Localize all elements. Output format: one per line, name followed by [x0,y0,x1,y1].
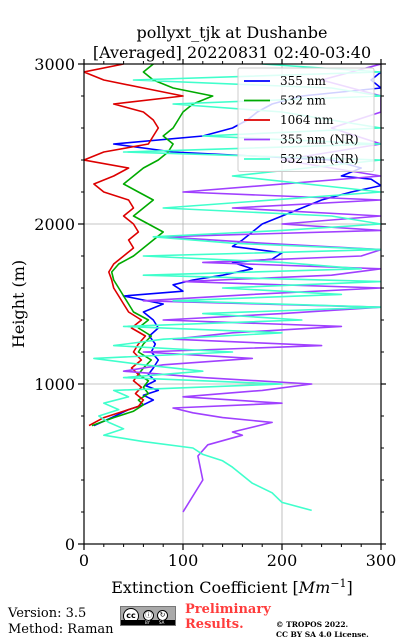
badge-sa-text: SA [159,620,165,625]
y-tick-label: 0 [65,535,75,554]
y-axis-label: Height (m) [9,260,28,348]
chart-subtitle: [Averaged] 20220831 02:40-03:40 [93,43,371,62]
method-text: Method: Raman [8,622,114,637]
copyright-notice: © TROPOS 2022. CC BY SA 4.0 License. [276,620,369,639]
copyright-line2: CC BY SA 4.0 License. [276,629,369,639]
chart-title: pollyxt_tjk at Dushanbe [136,23,327,42]
plot-frame [83,63,382,545]
preliminary-line2: Results. [185,617,244,632]
legend-label: 1064 nm [280,113,334,127]
series-line [84,64,184,427]
legend-box [237,67,375,172]
legend-label: 355 nm (NR) [280,133,359,147]
series-line [91,64,214,427]
legend-label: 532 nm [280,94,326,108]
y-tick-label: 2000 [34,215,75,234]
x-axis-label: Extinction Coefficient [Mm−1] [111,577,353,597]
badge-bar [121,620,175,625]
copyright-line1: © TROPOS 2022. [276,620,349,629]
preliminary-line1: Preliminary [185,602,271,617]
series-line [93,64,381,512]
series-lines [84,64,381,513]
version-text: Version: 3.5 [8,606,87,621]
y-tick-label: 3000 [34,55,75,74]
badge-by-text: BY [145,620,150,625]
x-tick-label: 0 [79,551,89,570]
y-tick-label: 1000 [34,375,75,394]
x-tick-label: 200 [267,551,298,570]
legend-label: 355 nm [280,74,326,88]
x-tick-label: 300 [366,551,397,570]
legend-label: 532 nm (NR) [280,152,359,166]
preliminary-notice: Preliminary Results. [185,602,271,632]
x-tick-label: 100 [168,551,199,570]
cc-license-badge[interactable]: cc ⓘ ↻ BY SA [120,606,176,626]
legend: 355 nm 532 nm 1064 nm 355 nm (NR) 532 nm (NR… [237,67,375,172]
series-line [122,64,381,513]
